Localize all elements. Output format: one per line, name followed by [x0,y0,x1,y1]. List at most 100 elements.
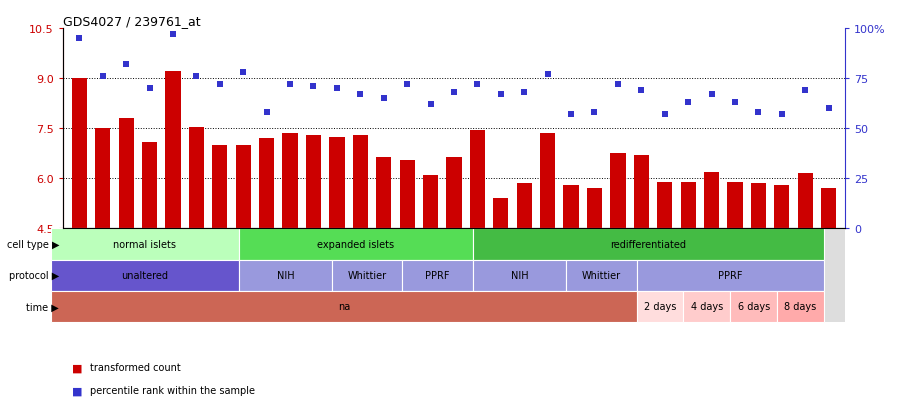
Bar [306,135,321,229]
Point [330,85,344,92]
Point [260,109,274,116]
Point [142,85,156,92]
Bar [636,260,824,291]
Text: Whittier: Whittier [348,271,387,280]
Bar [540,134,556,229]
Text: protocol ▶: protocol ▶ [9,271,59,280]
Point [587,109,601,116]
Bar [657,182,672,229]
Bar [634,156,649,229]
Point [189,74,203,80]
Bar [119,119,134,229]
Point [705,92,719,98]
Text: unaltered: unaltered [121,271,168,280]
Point [95,74,110,80]
Point [657,112,672,118]
Bar [473,260,566,291]
Point [494,92,508,98]
Text: 2 days: 2 days [644,301,676,311]
Point [517,90,531,96]
Point [752,109,766,116]
Point [822,106,836,112]
Bar [399,161,414,229]
Text: NIH: NIH [277,271,294,280]
Bar [189,127,204,229]
Bar [727,182,743,229]
Point [634,88,648,94]
Bar [636,291,683,322]
Bar [494,199,509,229]
Bar [72,79,87,229]
Text: PPRF: PPRF [718,271,743,280]
Bar [333,260,403,291]
Point [119,62,133,68]
Bar [566,260,636,291]
Bar [329,137,344,229]
Point [681,100,695,106]
Bar [821,189,836,229]
Text: GDS4027 / 239761_at: GDS4027 / 239761_at [63,15,200,28]
Bar [473,229,824,260]
Bar [259,139,274,229]
Bar [403,260,473,291]
Point [728,100,743,106]
Bar [238,260,333,291]
Bar [51,229,238,260]
Point [353,92,368,98]
Point [423,102,438,108]
Text: redifferentiated: redifferentiated [610,240,686,249]
Point [447,90,461,96]
Point [775,112,789,118]
Point [610,82,625,88]
Bar [610,154,626,229]
Point [283,82,298,88]
Bar [517,184,532,229]
Bar [470,131,485,229]
Bar [751,184,766,229]
Bar [282,134,298,229]
Bar [352,135,368,229]
Bar [774,185,789,229]
Bar [564,185,579,229]
Point [72,36,86,42]
Text: NIH: NIH [511,271,529,280]
Point [400,82,414,88]
Bar [238,229,473,260]
Point [540,71,555,78]
Point [307,83,321,90]
Text: ■: ■ [72,363,83,373]
Bar [730,291,777,322]
Point [213,82,227,88]
Bar [587,189,602,229]
Point [470,82,485,88]
Bar [423,176,438,229]
Bar [376,157,391,229]
Text: normal islets: normal islets [113,240,176,249]
Bar [447,157,461,229]
Text: 6 days: 6 days [737,301,770,311]
Bar [704,172,719,229]
Text: PPRF: PPRF [425,271,450,280]
Text: 4 days: 4 days [690,301,723,311]
Point [165,32,180,38]
Bar [212,145,227,229]
Bar [51,260,238,291]
Bar [95,129,111,229]
Text: percentile rank within the sample: percentile rank within the sample [90,385,255,395]
Point [377,95,391,102]
Text: Whittier: Whittier [582,271,621,280]
Point [236,69,251,76]
Bar [683,291,730,322]
Text: 8 days: 8 days [785,301,816,311]
Point [564,112,578,118]
Bar [51,291,636,322]
Text: transformed count: transformed count [90,363,181,373]
Point [798,88,813,94]
Text: cell type ▶: cell type ▶ [6,240,59,249]
Bar [797,174,813,229]
Text: time ▶: time ▶ [26,301,59,311]
Text: ■: ■ [72,385,83,395]
Bar [165,72,181,229]
Bar [142,142,157,229]
Bar [681,182,696,229]
